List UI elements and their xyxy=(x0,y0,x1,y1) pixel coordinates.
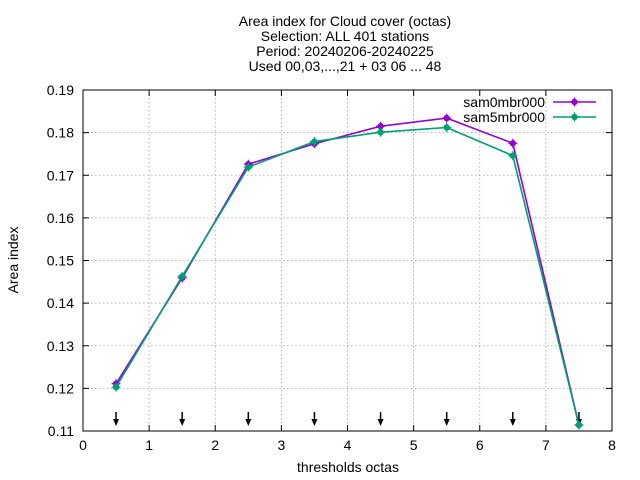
data-point xyxy=(442,123,452,133)
legend-label: sam5mbr000 xyxy=(463,109,545,125)
data-point xyxy=(111,382,121,392)
x-axis-label: thresholds octas xyxy=(297,459,399,475)
legend-marker xyxy=(570,112,579,122)
down-arrow-icon xyxy=(311,412,318,426)
down-arrow-icon xyxy=(245,412,252,426)
x-tick-label: 4 xyxy=(344,437,352,453)
data-point xyxy=(574,420,584,430)
title-line-4: Used 00,03,...,21 + 03 06 ... 48 xyxy=(249,58,442,74)
y-tick-label: 0.11 xyxy=(48,423,74,439)
data-point xyxy=(177,271,187,281)
y-tick-label: 0.14 xyxy=(47,295,74,311)
x-tick-label: 7 xyxy=(542,437,550,453)
y-tick-label: 0.18 xyxy=(47,125,74,141)
data-point xyxy=(376,127,386,137)
series-sam5mbr000 xyxy=(111,123,584,430)
down-arrow-icon xyxy=(509,412,516,426)
x-tick-label: 2 xyxy=(211,437,219,453)
data-point xyxy=(508,151,518,161)
y-tick-label: 0.16 xyxy=(47,210,74,226)
down-arrow-icon xyxy=(113,412,120,426)
threshold-arrows xyxy=(113,412,582,426)
y-tick-label: 0.15 xyxy=(47,253,74,269)
legend-label: sam0mbr000 xyxy=(463,94,545,110)
down-arrow-icon xyxy=(179,412,186,426)
x-tick-label: 8 xyxy=(608,437,616,453)
y-tick-label: 0.13 xyxy=(47,338,74,354)
x-tick-label: 0 xyxy=(79,437,87,453)
x-tick-label: 6 xyxy=(476,437,484,453)
y-tick-label: 0.12 xyxy=(47,380,74,396)
down-arrow-icon xyxy=(377,412,384,426)
x-tick-label: 5 xyxy=(410,437,418,453)
series-layer xyxy=(111,113,584,430)
title-line-2: Selection: ALL 401 stations xyxy=(261,28,429,44)
axis-ticks: 0 1 2 3 4 5 6 7 8 0.11 0.12 0.13 0.14 0.15 0.16 0.17 0.1… xyxy=(47,82,616,453)
legend-marker xyxy=(570,97,579,107)
x-tick-label: 1 xyxy=(145,437,153,453)
y-tick-label: 0.17 xyxy=(47,167,74,183)
series-line xyxy=(115,126,580,426)
x-tick-label: 3 xyxy=(277,437,285,453)
title-line-3: Period: 20240206-20240225 xyxy=(256,43,434,59)
grid-lines xyxy=(83,90,612,431)
data-point xyxy=(243,162,253,172)
y-tick-label: 0.19 xyxy=(47,82,74,98)
chart-title: Area index for Cloud cover (octas) Selec… xyxy=(239,13,451,74)
data-point xyxy=(309,137,319,147)
down-arrow-icon xyxy=(443,412,450,426)
title-line-1: Area index for Cloud cover (octas) xyxy=(239,13,451,29)
y-axis-label: Area index xyxy=(5,227,21,294)
data-point xyxy=(508,138,518,148)
data-point xyxy=(442,113,452,123)
